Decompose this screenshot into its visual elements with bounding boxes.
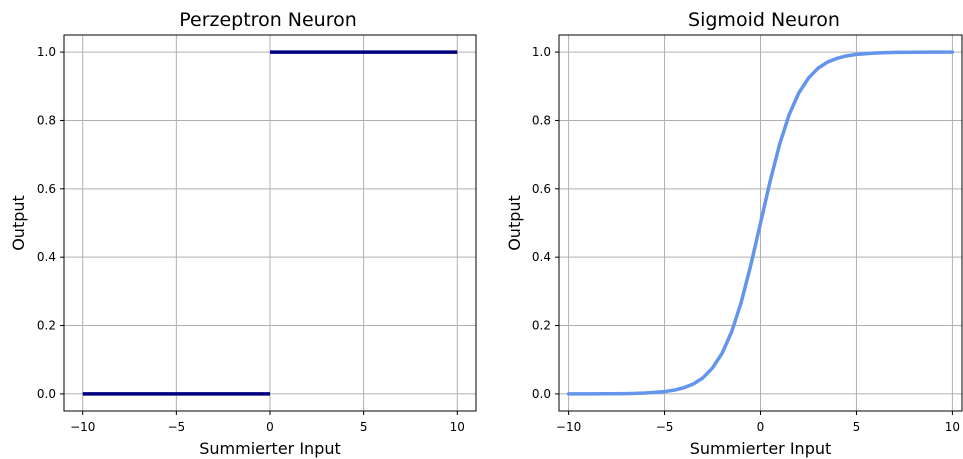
perzeptron-chart: −10 −5 0 5 10 0.0 0.2 0.4 0.6 0.8 1.0 Perzeptron Ne… <box>9 9 477 458</box>
x-axis-label: Summierter Input <box>199 439 341 458</box>
chart-title: Perzeptron Neuron <box>179 9 357 31</box>
series-line <box>566 50 955 396</box>
y-tick-label: 0.4 <box>532 250 551 264</box>
x-tick-label: 10 <box>450 420 465 434</box>
y-axis-label: Output <box>505 195 524 251</box>
x-tick-label: −10 <box>556 420 581 434</box>
x-tick-label: 5 <box>853 420 861 434</box>
x-tick-label: 5 <box>360 420 368 434</box>
y-tick-label: 1.0 <box>37 45 56 59</box>
y-tick-label: 1.0 <box>532 45 551 59</box>
chart-title: Sigmoid Neuron <box>688 9 840 31</box>
y-tick-label: 0.4 <box>37 250 56 264</box>
y-axis-label: Output <box>9 195 28 251</box>
sigmoid-chart: −10 −5 0 5 10 0.0 0.2 0.4 0.6 0.8 1.0 Sigmoid Neuro… <box>505 9 963 458</box>
y-tick-label: 0.6 <box>37 182 56 196</box>
y-tick-label: 0.2 <box>532 319 551 333</box>
y-tick-label: 0.8 <box>532 113 551 127</box>
y-tick-label: 0.2 <box>37 319 56 333</box>
x-tick-label: 0 <box>757 420 765 434</box>
x-axis-label: Summierter Input <box>690 439 832 458</box>
x-tick-label: −5 <box>168 420 186 434</box>
x-tick-label: −10 <box>70 420 95 434</box>
y-tick-label: 0.0 <box>37 387 56 401</box>
y-tick-label: 0.6 <box>532 182 551 196</box>
x-tick-label: 10 <box>945 420 960 434</box>
y-tick-label: 0.8 <box>37 113 56 127</box>
x-tick-label: 0 <box>266 420 274 434</box>
y-tick-label: 0.0 <box>532 387 551 401</box>
x-tick-label: −5 <box>656 420 674 434</box>
